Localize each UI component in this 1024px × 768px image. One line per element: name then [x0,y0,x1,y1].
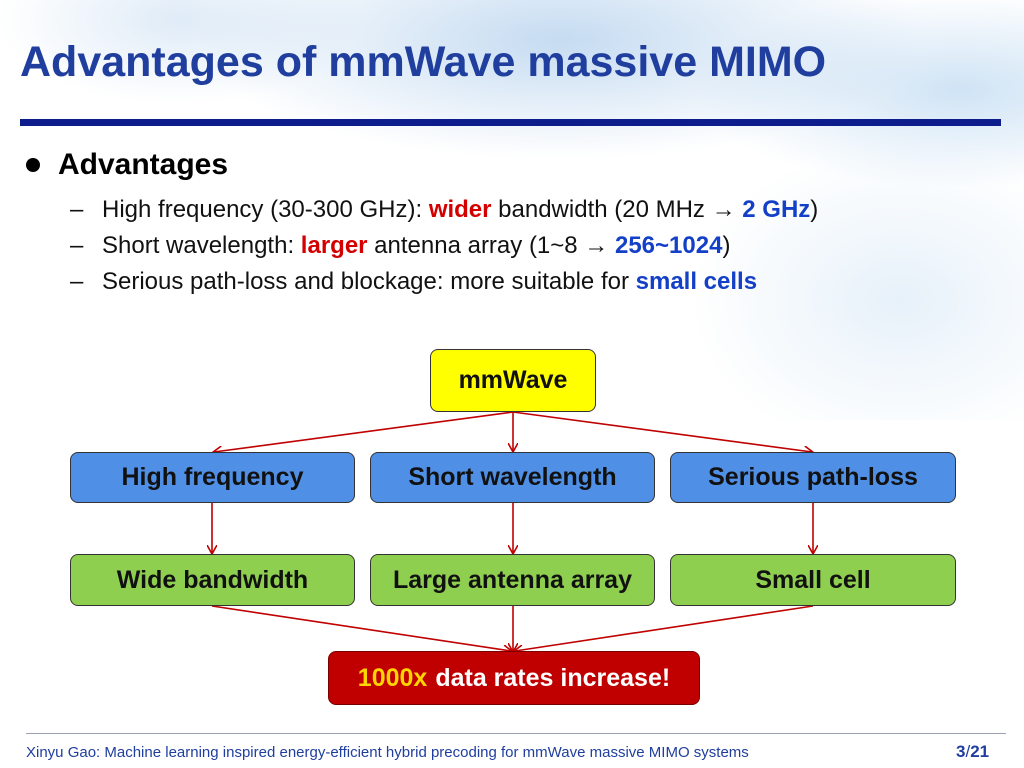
dash-icon: – [70,268,84,295]
node-wide-bandwidth: Wide bandwidth [70,554,355,606]
sub-item-text: High frequency (30-300 GHz): [102,196,429,223]
sub-item-text: Short wavelength: [102,232,301,259]
sub-item-text: ) [810,196,819,223]
result-highlight: 1000x [357,663,428,692]
node-short-wavelength: Short wavelength [370,452,655,503]
page-separator: / [965,742,971,761]
footer-divider [26,733,1006,734]
node-result: 1000x data rates increase! [328,651,700,705]
bullet-dot-icon [26,158,40,172]
result-text: data rates increase! [435,663,671,692]
sub-item-text: antenna array (1~8 → [367,232,615,259]
slide-title: Advantages of mmWave massive MIMO [20,38,827,86]
highlight-blue: small cells [635,268,758,295]
dash-icon: – [70,232,84,259]
arrow-wide-bandwidth-to-result [211,605,511,651]
highlight-red: wider [428,196,492,223]
sub-item-high-frequency: – High frequency (30-300 GHz): wider band… [70,196,818,224]
footer-citation: Xinyu Gao: Machine learning inspired ene… [26,744,749,761]
sub-item-text: ) [722,232,731,259]
bullet-heading: Advantages [58,148,229,181]
dash-icon: – [70,196,84,223]
sub-item-text: bandwidth (20 MHz → [491,196,743,223]
bullet-advantages: Advantages [26,148,228,182]
node-high-frequency: High frequency [70,452,355,503]
page-total: 21 [970,742,990,761]
arrow-small-cell-to-result [515,605,814,651]
node-large-antenna-array: Large antenna array [370,554,655,606]
highlight-blue: 256~1024 [614,232,723,259]
page-number: 3/21 [956,742,989,762]
sub-item-short-wavelength: – Short wavelength: larger antenna array … [70,232,730,260]
title-divider [20,119,1001,126]
highlight-blue: 2 GHz [742,196,811,223]
sub-item-path-loss: – Serious path-loss and blockage: more su… [70,268,757,296]
highlight-red: larger [300,232,368,259]
node-mmwave: mmWave [430,349,596,412]
node-small-cell: Small cell [670,554,956,606]
sub-item-text: Serious path-loss and blockage: more sui… [102,268,636,295]
node-serious-path-loss: Serious path-loss [670,452,956,503]
page-current: 3 [956,742,966,761]
